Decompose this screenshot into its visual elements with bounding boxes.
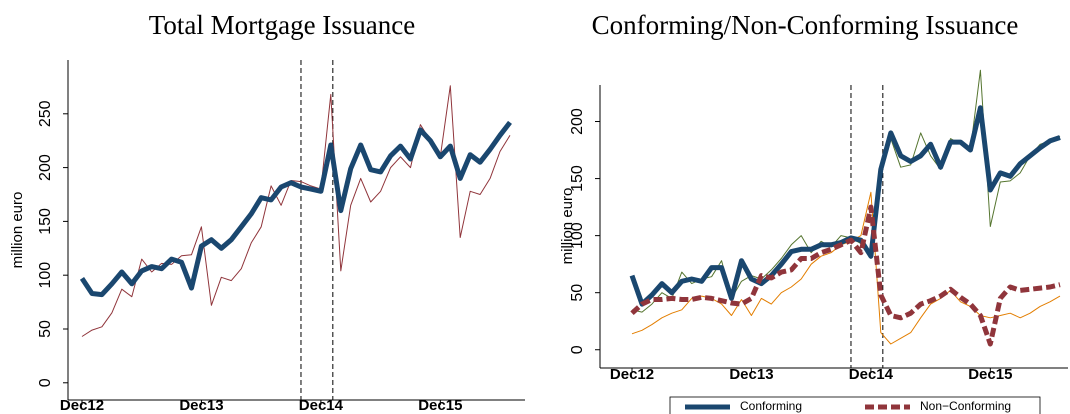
- y-tick-label: 50: [569, 284, 586, 302]
- x-tick-label: Dec14: [299, 397, 344, 414]
- y-tick-label: 0: [37, 378, 54, 387]
- series-line: [81, 85, 511, 337]
- y-axis-title: million euro: [559, 188, 576, 265]
- y-tick-label: 100: [569, 222, 586, 249]
- legend-label: Conforming: [740, 399, 802, 413]
- chart-title: Conforming/Non-Conforming Issuance: [592, 10, 1019, 40]
- legend-label: Non−Conforming: [920, 399, 1011, 413]
- x-tick-label: Dec15: [418, 397, 462, 414]
- series-line: [631, 191, 1061, 345]
- legend-box: [669, 396, 1041, 414]
- x-tick-label: Dec12: [610, 366, 654, 383]
- y-tick-label: 200: [37, 154, 54, 181]
- y-tick-label: 250: [37, 100, 54, 127]
- y-tick-label: 200: [569, 108, 586, 135]
- x-tick-label: Dec15: [968, 366, 1012, 383]
- x-tick-label: Dec13: [729, 366, 773, 383]
- y-axis-title: million euro: [9, 192, 26, 269]
- series-line: [630, 204, 1061, 347]
- y-tick-label: 100: [37, 262, 54, 289]
- x-tick-label: Dec13: [179, 397, 223, 414]
- x-tick-label: Dec14: [849, 366, 894, 383]
- y-tick-label: 150: [569, 165, 586, 192]
- chart-title: Total Mortgage Issuance: [149, 10, 416, 40]
- series-line: [79, 120, 512, 298]
- series-line: [629, 105, 1061, 307]
- y-tick-label: 50: [37, 320, 54, 338]
- series-line: [631, 69, 1061, 313]
- y-tick-label: 0: [569, 345, 586, 354]
- y-tick-label: 150: [37, 208, 54, 235]
- x-tick-label: Dec12: [60, 397, 104, 414]
